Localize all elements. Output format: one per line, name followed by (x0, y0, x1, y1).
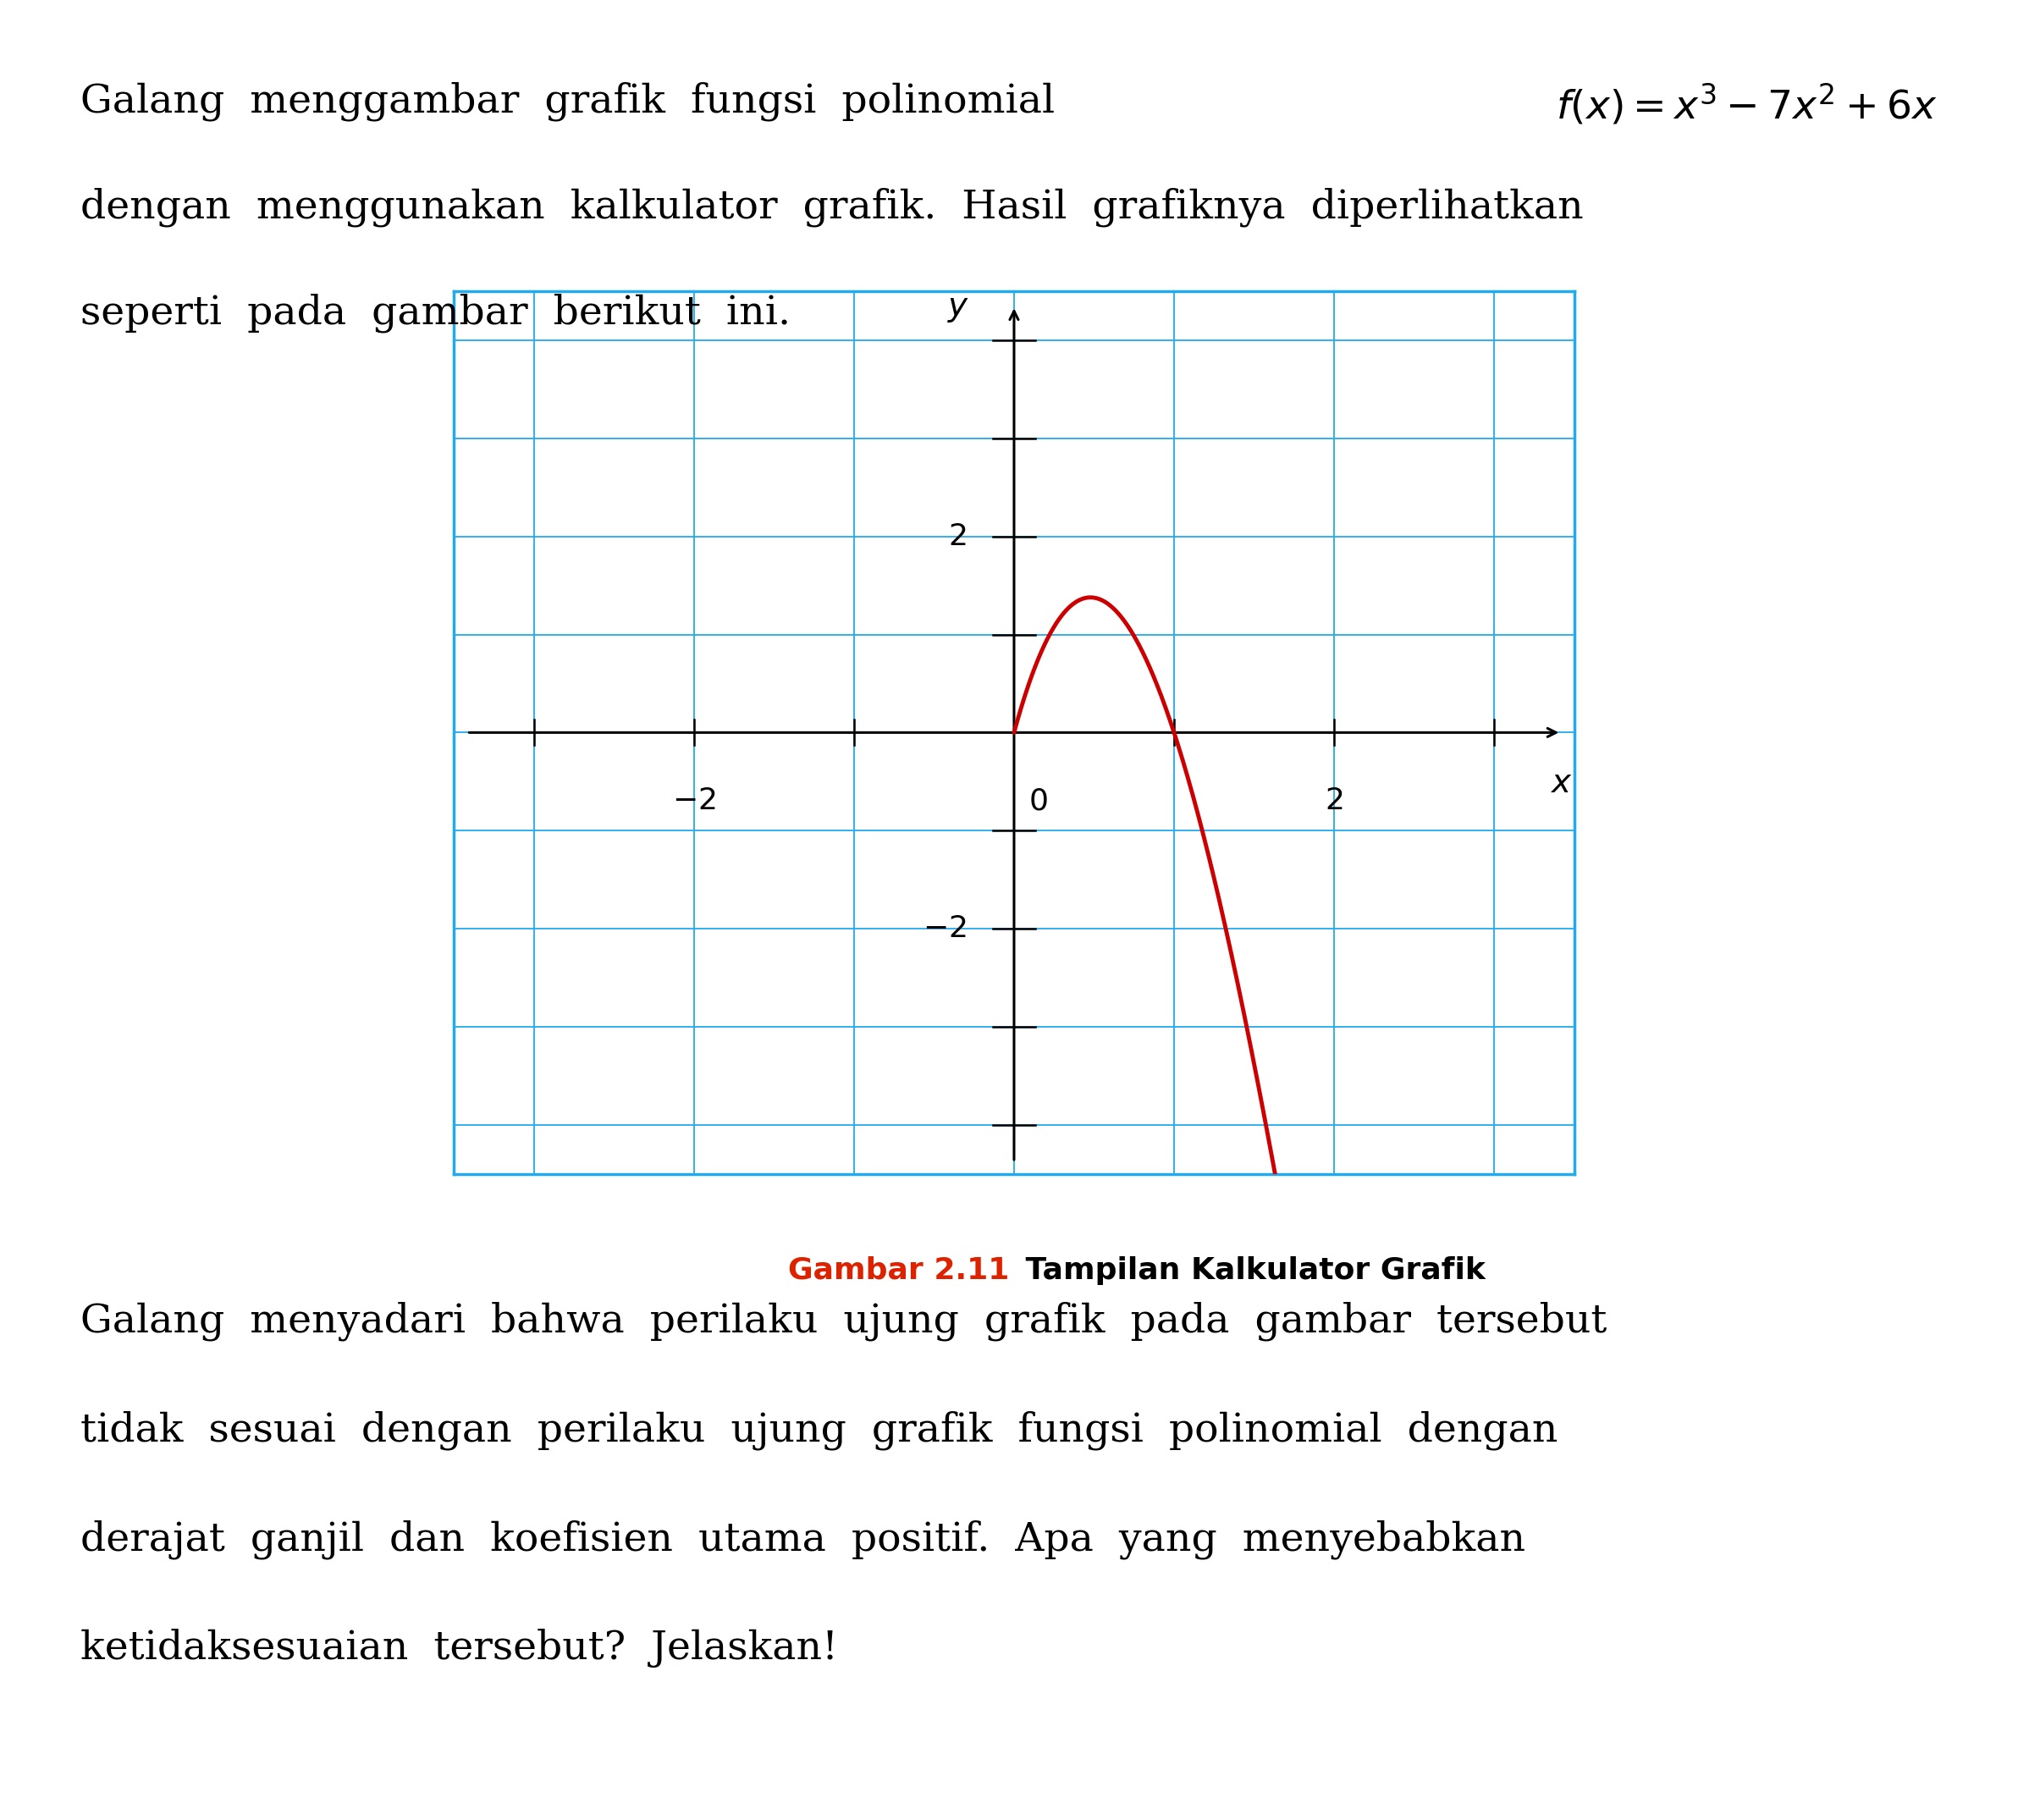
Text: seperti  pada  gambar  berikut  ini.: seperti pada gambar berikut ini. (81, 293, 791, 333)
Text: derajat  ganjil  dan  koefisien  utama  positif.  Apa  yang  menyebabkan: derajat ganjil dan koefisien utama posit… (81, 1520, 1526, 1560)
Text: $-2$: $-2$ (672, 786, 716, 815)
Text: ketidaksesuaian  tersebut?  Jelaskan!: ketidaksesuaian tersebut? Jelaskan! (81, 1629, 837, 1667)
Text: Galang  menggambar  grafik  fungsi  polinomial: Galang menggambar grafik fungsi polinomi… (81, 82, 1055, 122)
Text: $2$: $2$ (1326, 786, 1344, 815)
Text: $-2$: $-2$ (922, 914, 967, 943)
Text: Tampilan Kalkulator Grafik: Tampilan Kalkulator Grafik (1015, 1256, 1485, 1285)
Text: dengan  menggunakan  kalkulator  grafik.  Hasil  grafiknya  diperlihatkan: dengan menggunakan kalkulator grafik. Ha… (81, 187, 1584, 228)
Text: $f(x)=x^{3}-7x^{2}+6x$: $f(x)=x^{3}-7x^{2}+6x$ (1556, 82, 1937, 127)
Text: $y$: $y$ (946, 293, 969, 324)
Text: Gambar 2.11: Gambar 2.11 (787, 1256, 1009, 1285)
Text: $x$: $x$ (1550, 768, 1572, 799)
Text: Galang  menyadari  bahwa  perilaku  ujung  grafik  pada  gambar  tersebut: Galang menyadari bahwa perilaku ujung gr… (81, 1301, 1606, 1341)
Text: $2$: $2$ (948, 522, 967, 551)
Text: tidak  sesuai  dengan  perilaku  ujung  grafik  fungsi  polinomial  dengan: tidak sesuai dengan perilaku ujung grafi… (81, 1410, 1558, 1451)
Text: $0$: $0$ (1029, 786, 1047, 815)
